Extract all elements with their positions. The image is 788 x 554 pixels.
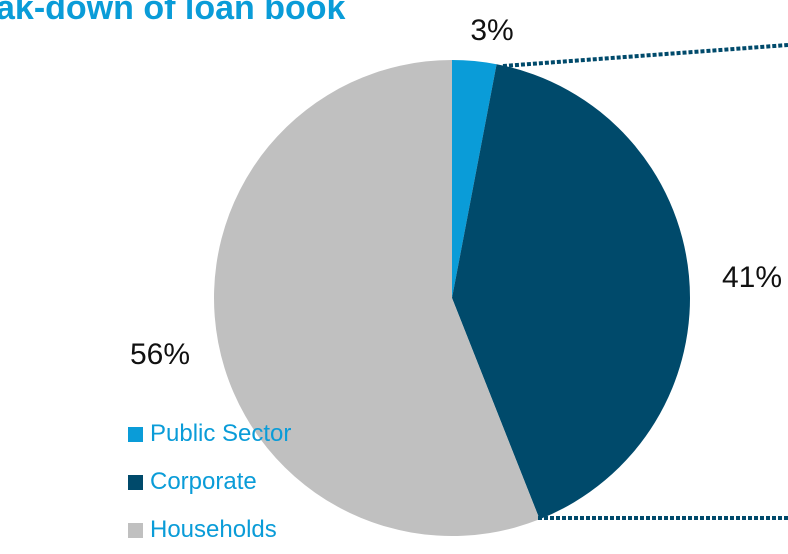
pie-slice-corporate [452,64,691,520]
legend-label-households: Households [150,516,277,543]
legend-item-corporate: Corporate [128,458,291,506]
legend-item-households: Households [128,506,291,554]
connector-line-top [502,43,788,68]
chart-title: ak-down of loan book [0,0,346,27]
legend-swatch-households [128,522,143,538]
pie-slice-public-sector [452,60,497,298]
legend-label-corporate: Corporate [150,468,257,495]
legend-label-public-sector: Public Sector [150,420,292,447]
pie-slices [214,60,691,536]
data-label-households: 56% [130,338,190,371]
legend-item-public-sector: Public Sector [128,410,291,458]
legend: Public Sector Corporate Households [128,410,291,554]
data-label-public-sector: 3% [470,14,513,47]
pie-slice-households [214,60,540,536]
pie-labels: 3% 41% 56% [130,14,782,371]
data-label-corporate: 41% [722,261,782,294]
pie-chart: 3% 41% 56% [130,14,788,536]
legend-swatch-public-sector [128,426,143,442]
legend-swatch-corporate [128,474,143,490]
